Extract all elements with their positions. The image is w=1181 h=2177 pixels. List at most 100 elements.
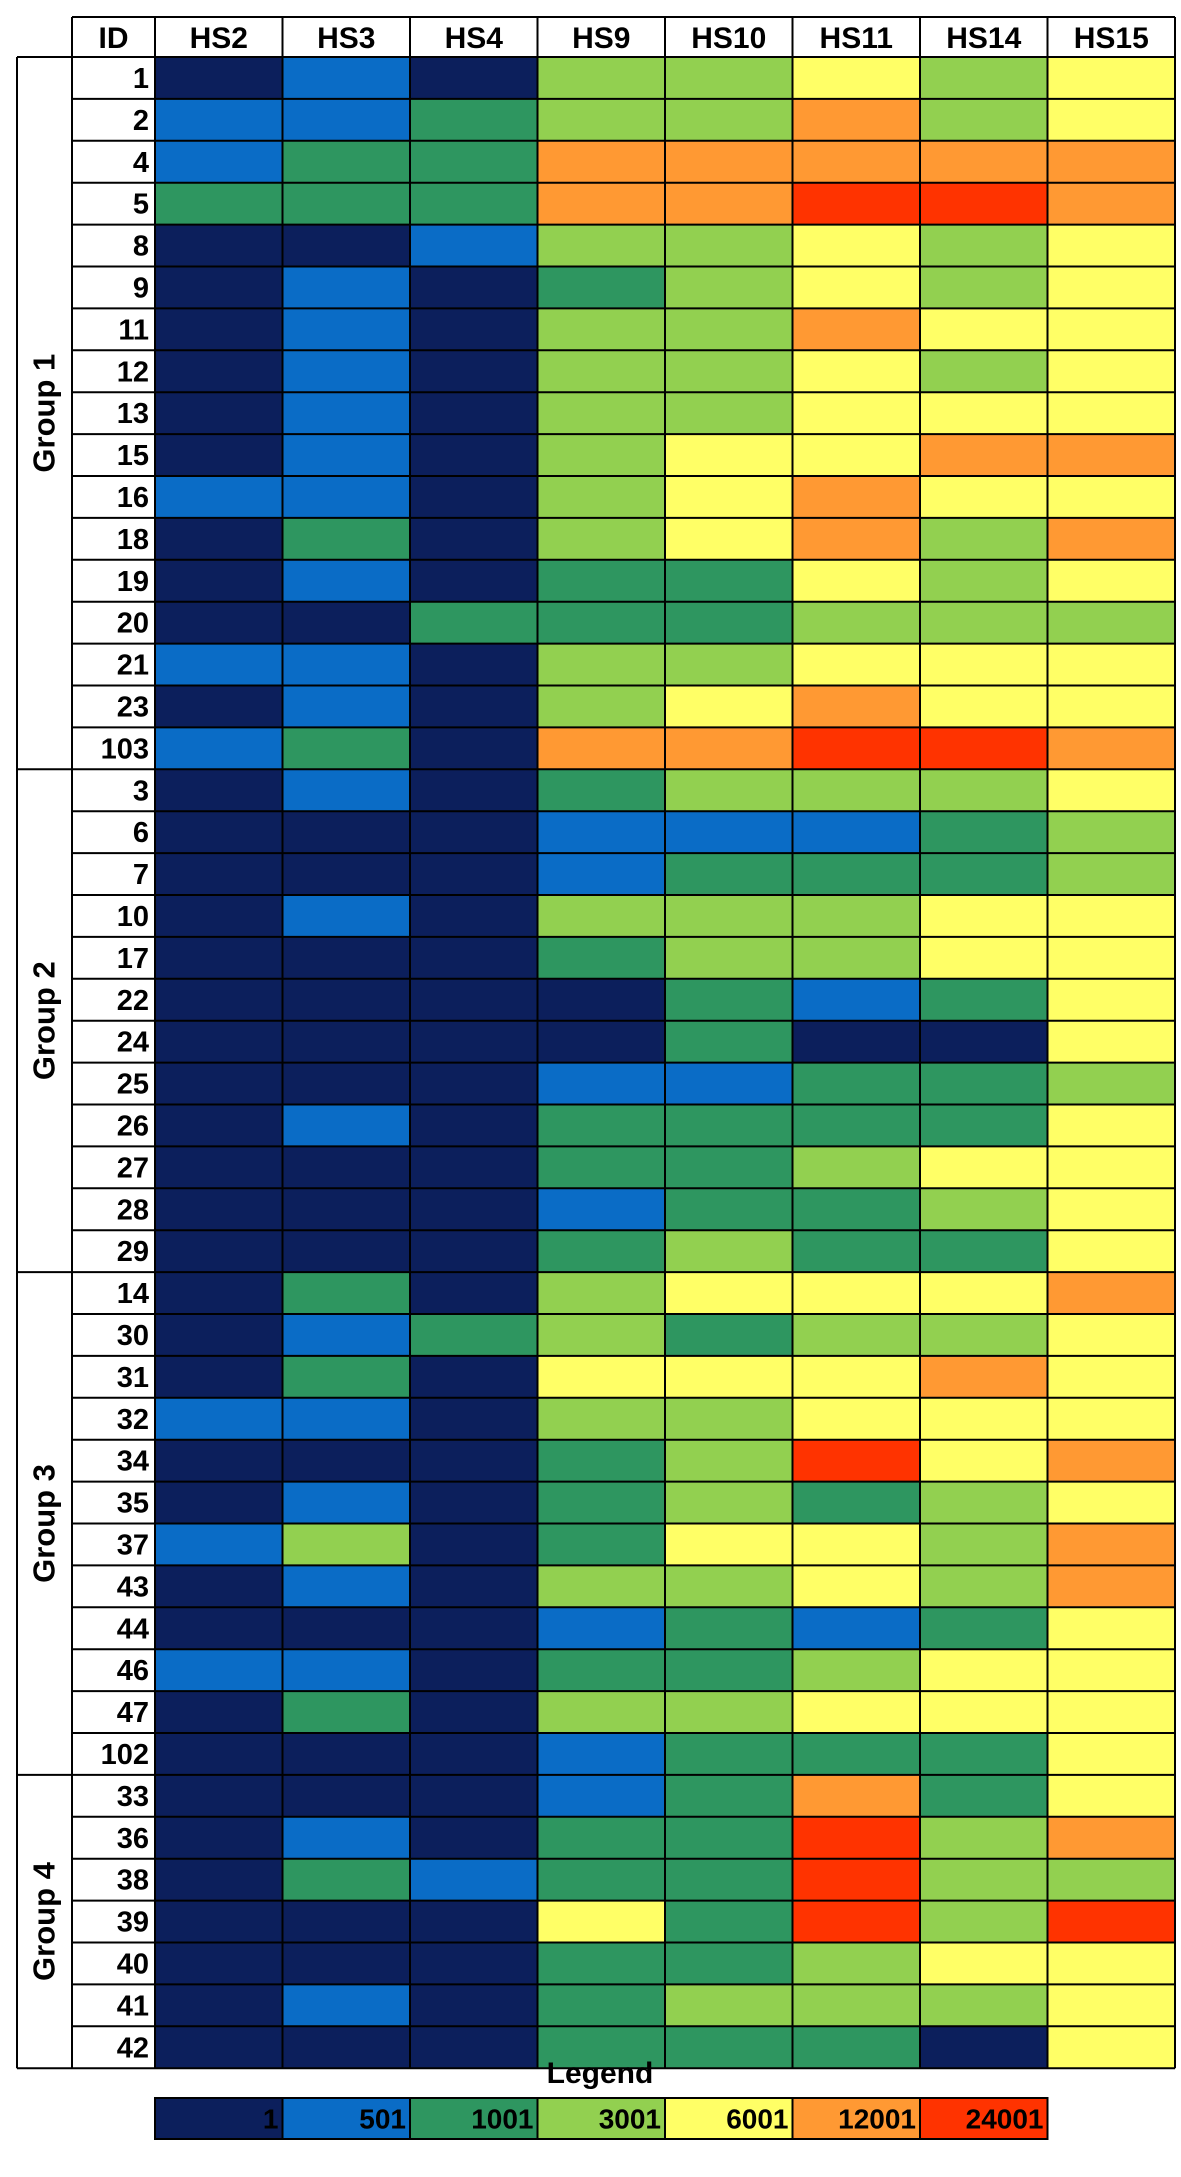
heatmap-cell xyxy=(1047,1774,1175,1817)
heatmap-cell xyxy=(155,392,283,435)
heatmap-cell xyxy=(920,895,1048,937)
heatmap-cell xyxy=(665,1146,793,1189)
heatmap-cell xyxy=(1047,601,1175,644)
heatmap-cell xyxy=(410,2026,538,2069)
row-id: 42 xyxy=(117,2032,149,2064)
heatmap-cell xyxy=(792,2026,920,2069)
heatmap-cell xyxy=(792,392,920,435)
heatmap-cell xyxy=(282,643,410,686)
heatmap-cell xyxy=(792,517,920,560)
heatmap-cell xyxy=(537,978,665,1021)
heatmap-cell xyxy=(1047,1188,1175,1231)
heatmap-cell xyxy=(1047,1397,1175,1440)
heatmap-cell xyxy=(155,1816,283,1859)
heatmap-cell xyxy=(920,1146,1048,1189)
heatmap-cell xyxy=(282,266,410,309)
heatmap-cell xyxy=(920,434,1048,476)
row-id: 2 xyxy=(133,105,149,137)
heatmap-cell xyxy=(1047,1020,1175,1063)
heatmap-cell xyxy=(537,1397,665,1440)
heatmap-cell xyxy=(665,1733,793,1775)
heatmap-cell xyxy=(665,978,793,1021)
heatmap-cell xyxy=(410,853,538,895)
legend-swatch xyxy=(664,2097,794,2140)
heatmap-cell xyxy=(665,1984,793,2027)
row-id: 21 xyxy=(117,650,149,682)
heatmap-cell xyxy=(665,224,793,267)
heatmap-cell xyxy=(282,1607,410,1650)
row-id: 24 xyxy=(117,1027,149,1059)
row-id: 34 xyxy=(117,1446,149,1478)
heatmap-cell xyxy=(282,727,410,770)
heatmap-cell xyxy=(792,1439,920,1482)
heatmap-cell xyxy=(1047,853,1175,895)
heatmap-cell xyxy=(920,727,1048,770)
legend-swatch xyxy=(281,2097,411,2140)
heatmap-cell xyxy=(792,1649,920,1692)
heatmap-cell xyxy=(410,308,538,351)
heatmap-cell xyxy=(1047,1565,1175,1608)
heatmap-cell xyxy=(155,1188,283,1231)
heatmap-cell xyxy=(155,98,283,141)
heatmap-cell xyxy=(410,1481,538,1524)
heatmap-cell xyxy=(282,1733,410,1775)
heatmap-cell xyxy=(410,350,538,393)
heatmap-cell xyxy=(920,601,1048,644)
heatmap-cell xyxy=(1047,1649,1175,1692)
group-label: Group 2 xyxy=(27,961,62,1080)
heatmap-cell xyxy=(920,936,1048,979)
heatmap-cell xyxy=(665,1397,793,1440)
heatmap-cell xyxy=(1047,727,1175,770)
heatmap-cell xyxy=(410,1858,538,1901)
column-header: HS9 xyxy=(572,22,630,55)
heatmap-cell xyxy=(537,1607,665,1650)
heatmap-cell xyxy=(792,57,920,99)
heatmap-cell xyxy=(665,140,793,183)
heatmap-cell xyxy=(155,434,283,476)
heatmap-cell xyxy=(665,1439,793,1482)
heatmap-cell xyxy=(410,978,538,1021)
heatmap-cell xyxy=(792,308,920,351)
heatmap-cell xyxy=(920,1062,1048,1105)
heatmap-cell xyxy=(155,1355,283,1398)
heatmap-cell xyxy=(920,476,1048,518)
heatmap-cell xyxy=(282,1062,410,1105)
heatmap-cell xyxy=(665,643,793,686)
column-header: HS2 xyxy=(190,22,248,55)
heatmap-cell xyxy=(920,978,1048,1021)
heatmap-cell xyxy=(537,727,665,770)
heatmap-cell xyxy=(792,1062,920,1105)
heatmap-cell xyxy=(410,266,538,309)
heatmap-cell xyxy=(920,57,1048,99)
heatmap-cell xyxy=(537,140,665,183)
heatmap-cell xyxy=(665,1774,793,1817)
heatmap-cell xyxy=(665,727,793,770)
heatmap-cell xyxy=(410,140,538,183)
heatmap-cell xyxy=(665,559,793,602)
heatmap-cell xyxy=(665,811,793,854)
heatmap-labels: ID HS2 HS3 HS4 HS9 HS10 HS11 HS14 HS151245891112… xyxy=(27,22,1149,2064)
heatmap-cell xyxy=(1047,1942,1175,1985)
heatmap-cell xyxy=(665,98,793,141)
heatmap-cell xyxy=(1047,1104,1175,1147)
heatmap-cell xyxy=(155,643,283,686)
heatmap-cell xyxy=(920,1188,1048,1231)
heatmap-cell xyxy=(282,1481,410,1524)
heatmap-cell xyxy=(665,57,793,99)
heatmap-cell xyxy=(665,350,793,393)
heatmap-cell xyxy=(410,601,538,644)
heatmap-cell xyxy=(537,559,665,602)
heatmap-cell xyxy=(1047,769,1175,812)
heatmap-cell xyxy=(410,1942,538,1985)
heatmap-cell xyxy=(792,1733,920,1775)
heatmap-cell xyxy=(920,1523,1048,1566)
row-id: 103 xyxy=(101,733,149,765)
heatmap-cell xyxy=(155,559,283,602)
heatmap-cell xyxy=(155,727,283,770)
heatmap-cell xyxy=(665,182,793,225)
heatmap-cell xyxy=(792,182,920,225)
heatmap-cell xyxy=(920,1858,1048,1901)
heatmap-cell xyxy=(282,978,410,1021)
heatmap-cell xyxy=(920,266,1048,309)
heatmap-cell xyxy=(282,2026,410,2069)
